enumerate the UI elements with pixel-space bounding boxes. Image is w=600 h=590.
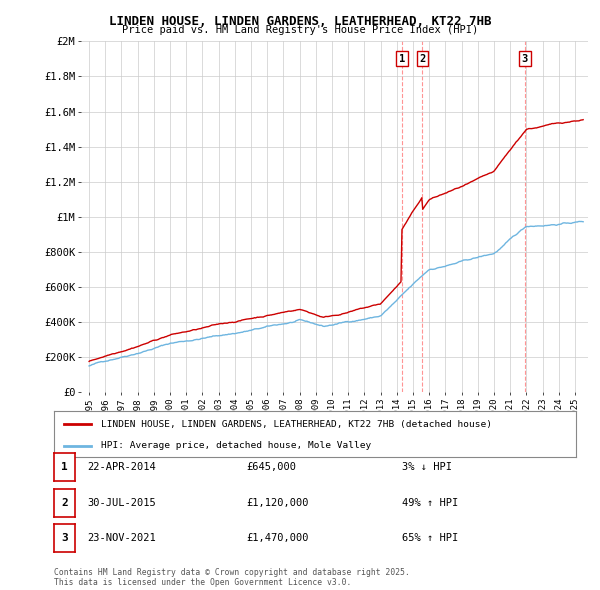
Text: 2: 2: [61, 498, 68, 507]
Text: Price paid vs. HM Land Registry's House Price Index (HPI): Price paid vs. HM Land Registry's House …: [122, 25, 478, 35]
Text: 22-APR-2014: 22-APR-2014: [87, 463, 156, 472]
Text: 65% ↑ HPI: 65% ↑ HPI: [402, 533, 458, 543]
Text: 3: 3: [522, 54, 528, 64]
Text: LINDEN HOUSE, LINDEN GARDENS, LEATHERHEAD, KT22 7HB (detached house): LINDEN HOUSE, LINDEN GARDENS, LEATHERHEA…: [101, 419, 492, 428]
Text: 1: 1: [61, 463, 68, 472]
Text: £1,120,000: £1,120,000: [246, 498, 308, 507]
Text: 2: 2: [419, 54, 425, 64]
Text: 3: 3: [61, 533, 68, 543]
Text: HPI: Average price, detached house, Mole Valley: HPI: Average price, detached house, Mole…: [101, 441, 371, 450]
Text: 49% ↑ HPI: 49% ↑ HPI: [402, 498, 458, 507]
Text: 3% ↓ HPI: 3% ↓ HPI: [402, 463, 452, 472]
Text: 23-NOV-2021: 23-NOV-2021: [87, 533, 156, 543]
Text: 30-JUL-2015: 30-JUL-2015: [87, 498, 156, 507]
Text: £1,470,000: £1,470,000: [246, 533, 308, 543]
Text: £645,000: £645,000: [246, 463, 296, 472]
Text: LINDEN HOUSE, LINDEN GARDENS, LEATHERHEAD, KT22 7HB: LINDEN HOUSE, LINDEN GARDENS, LEATHERHEA…: [109, 15, 491, 28]
Text: 1: 1: [399, 54, 405, 64]
Text: Contains HM Land Registry data © Crown copyright and database right 2025.
This d: Contains HM Land Registry data © Crown c…: [54, 568, 410, 587]
